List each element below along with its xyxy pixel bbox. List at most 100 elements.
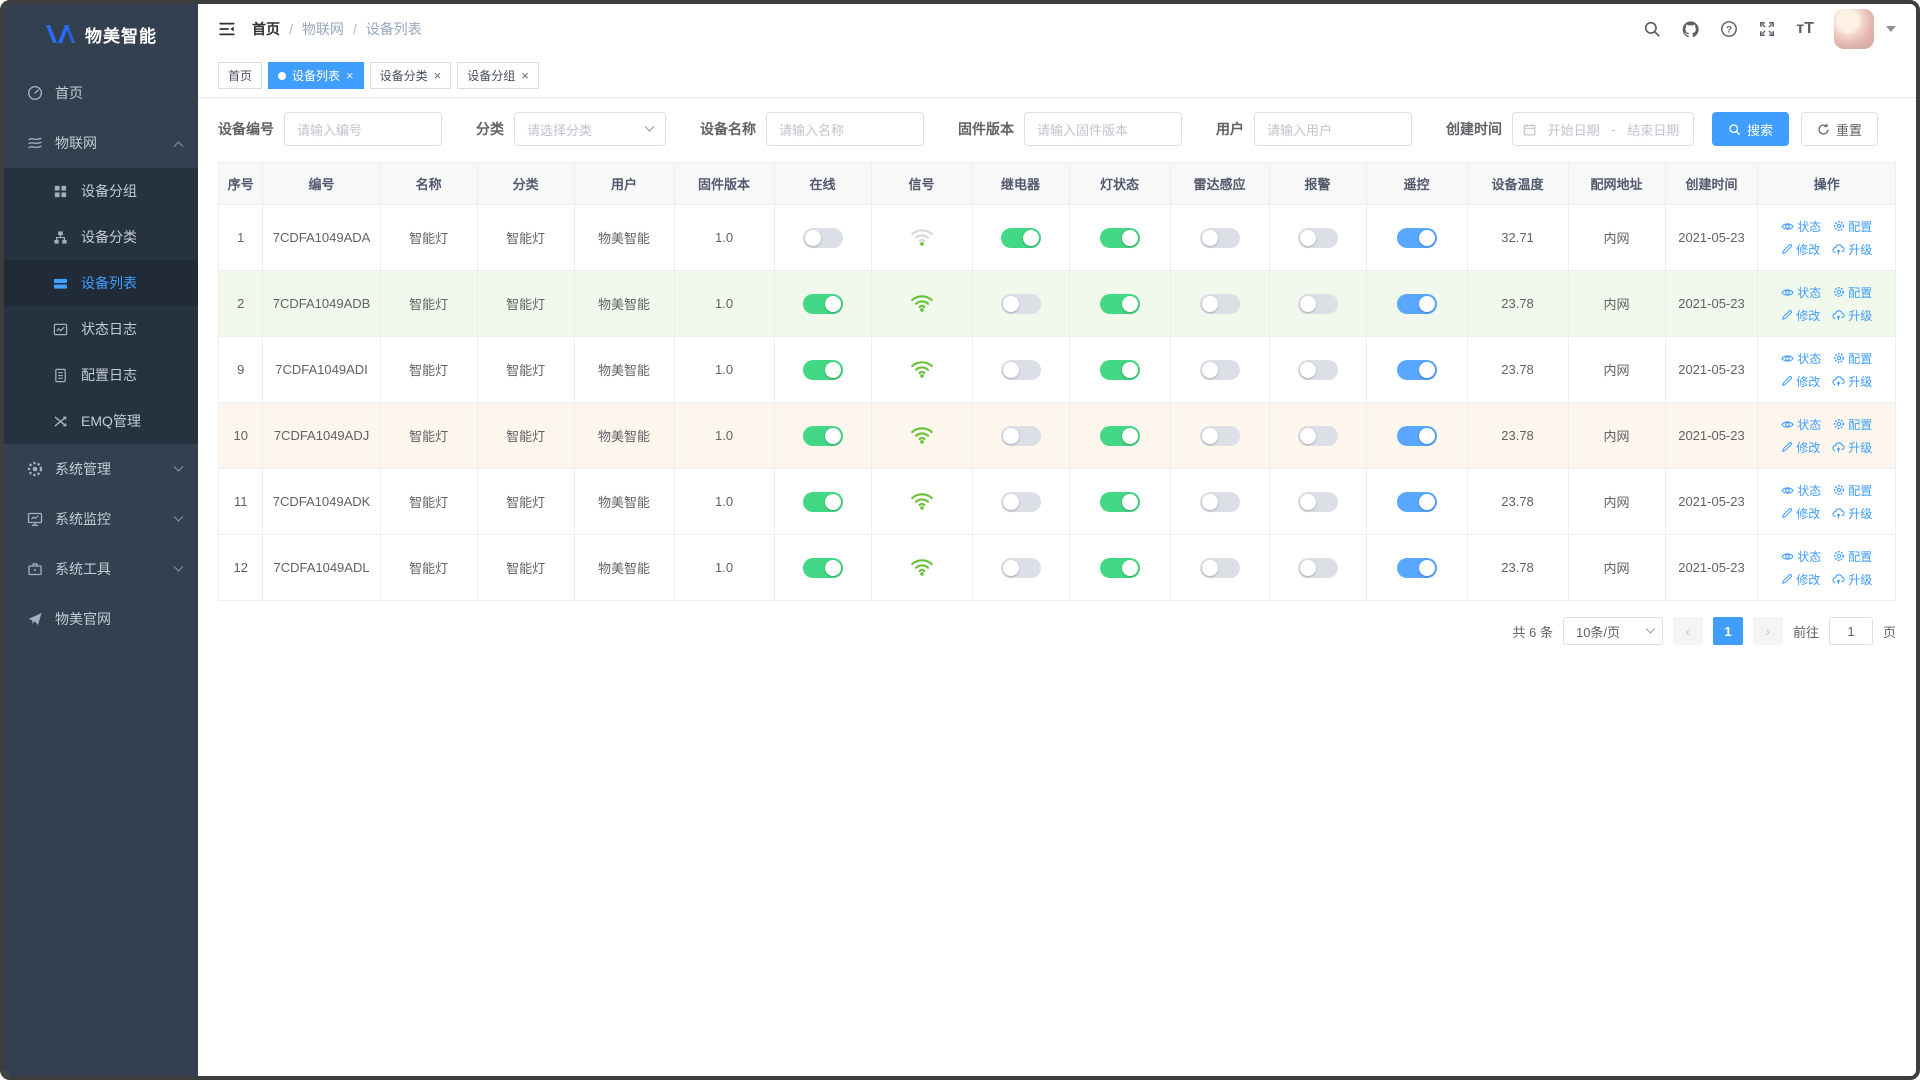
- goto-page-input[interactable]: [1828, 617, 1873, 645]
- radar-toggle[interactable]: [1199, 227, 1240, 248]
- online-toggle[interactable]: [802, 425, 843, 446]
- relay-toggle[interactable]: [1000, 359, 1041, 380]
- action-upgrade-cloud-link[interactable]: 升级: [1832, 241, 1872, 258]
- logo[interactable]: 物美智能: [4, 4, 198, 64]
- date-range-picker[interactable]: 开始日期 - 结束日期: [1512, 112, 1694, 146]
- sidebar-item-official-site[interactable]: 物美官网: [4, 594, 198, 644]
- alarm-toggle[interactable]: [1297, 425, 1338, 446]
- tag-device-group[interactable]: 设备分组 ×: [457, 62, 539, 89]
- tag-device-category[interactable]: 设备分类 ×: [369, 62, 452, 89]
- device-sn-input[interactable]: 请输入编号: [284, 112, 442, 146]
- radar-toggle[interactable]: [1199, 293, 1240, 314]
- action-config-gear-link[interactable]: 配置: [1833, 350, 1872, 367]
- remote-control-toggle[interactable]: [1396, 227, 1437, 248]
- sidebar-fold-icon[interactable]: [218, 20, 236, 38]
- action-status-eye-link[interactable]: 状态: [1781, 350, 1821, 367]
- action-edit-pencil-link[interactable]: 修改: [1781, 505, 1820, 522]
- action-config-gear-link[interactable]: 配置: [1833, 284, 1872, 301]
- action-config-gear-link[interactable]: 配置: [1833, 416, 1872, 433]
- sidebar-item-device-group[interactable]: 设备分组: [4, 168, 198, 214]
- remote-control-toggle[interactable]: [1396, 425, 1437, 446]
- radar-toggle[interactable]: [1199, 359, 1240, 380]
- radar-toggle[interactable]: [1199, 425, 1240, 446]
- action-upgrade-cloud-link[interactable]: 升级: [1832, 439, 1872, 456]
- action-upgrade-cloud-link[interactable]: 升级: [1832, 307, 1872, 324]
- sidebar-item-system-management[interactable]: 系统管理: [4, 444, 198, 494]
- next-page-button[interactable]: ›: [1752, 617, 1783, 645]
- breadcrumb-home[interactable]: 首页: [252, 21, 280, 37]
- sidebar-item-system-tools[interactable]: 系统工具: [4, 544, 198, 594]
- category-select[interactable]: 请选择分类: [514, 112, 666, 146]
- device-name-input[interactable]: 请输入名称: [766, 112, 924, 146]
- online-toggle[interactable]: [802, 227, 843, 248]
- avatar-caret-down-icon[interactable]: [1886, 26, 1896, 32]
- online-toggle[interactable]: [802, 359, 843, 380]
- tag-close-icon[interactable]: ×: [433, 68, 442, 83]
- alarm-toggle[interactable]: [1297, 227, 1338, 248]
- action-edit-pencil-link[interactable]: 修改: [1781, 307, 1820, 324]
- sidebar-item-system-monitor[interactable]: 系统监控: [4, 494, 198, 544]
- action-status-eye-link[interactable]: 状态: [1781, 548, 1821, 565]
- light-status-toggle[interactable]: [1099, 425, 1140, 446]
- reset-button[interactable]: 重置: [1801, 112, 1879, 146]
- tag-close-icon[interactable]: ×: [346, 68, 354, 83]
- light-status-toggle[interactable]: [1099, 359, 1140, 380]
- prev-page-button[interactable]: ‹: [1672, 617, 1703, 645]
- radar-toggle[interactable]: [1199, 491, 1240, 512]
- action-config-gear-link[interactable]: 配置: [1833, 548, 1872, 565]
- action-status-eye-link[interactable]: 状态: [1781, 416, 1821, 433]
- sidebar-item-device-category[interactable]: 设备分类: [4, 214, 198, 260]
- action-edit-pencil-link[interactable]: 修改: [1781, 241, 1820, 258]
- action-status-eye-link[interactable]: 状态: [1781, 482, 1821, 499]
- sidebar-item-device-list[interactable]: 设备列表: [4, 260, 198, 306]
- page-number-1[interactable]: 1: [1712, 617, 1743, 645]
- sidebar-item-status-log[interactable]: 状态日志: [4, 306, 198, 352]
- action-config-gear-link[interactable]: 配置: [1833, 218, 1872, 235]
- alarm-toggle[interactable]: [1297, 557, 1338, 578]
- action-status-eye-link[interactable]: 状态: [1781, 284, 1821, 301]
- remote-control-toggle[interactable]: [1396, 359, 1437, 380]
- tag-device-list[interactable]: 设备列表 ×: [268, 62, 364, 89]
- online-toggle[interactable]: [802, 293, 843, 314]
- online-toggle[interactable]: [802, 491, 843, 512]
- avatar[interactable]: [1834, 9, 1874, 49]
- action-upgrade-cloud-link[interactable]: 升级: [1832, 373, 1872, 390]
- tag-close-icon[interactable]: ×: [521, 68, 529, 83]
- tag-home[interactable]: 首页: [218, 62, 263, 89]
- search-icon[interactable]: [1643, 20, 1661, 38]
- sidebar-item-iot[interactable]: 物联网: [4, 118, 198, 168]
- light-status-toggle[interactable]: [1099, 557, 1140, 578]
- sidebar-item-config-log[interactable]: 配置日志: [4, 352, 198, 398]
- relay-toggle[interactable]: [1000, 491, 1041, 512]
- relay-toggle[interactable]: [1000, 557, 1041, 578]
- user-input[interactable]: 请输入用户: [1254, 112, 1412, 146]
- remote-control-toggle[interactable]: [1396, 491, 1437, 512]
- action-status-eye-link[interactable]: 状态: [1781, 218, 1821, 235]
- action-edit-pencil-link[interactable]: 修改: [1781, 439, 1820, 456]
- alarm-toggle[interactable]: [1297, 293, 1338, 314]
- alarm-toggle[interactable]: [1297, 491, 1338, 512]
- github-icon[interactable]: [1681, 20, 1700, 39]
- action-edit-pencil-link[interactable]: 修改: [1781, 571, 1820, 588]
- relay-toggle[interactable]: [1000, 293, 1041, 314]
- fullscreen-icon[interactable]: [1758, 20, 1776, 38]
- sidebar-item-home[interactable]: 首页: [4, 68, 198, 118]
- relay-toggle[interactable]: [1000, 227, 1041, 248]
- page-size-select[interactable]: 10条/页: [1562, 617, 1663, 645]
- action-upgrade-cloud-link[interactable]: 升级: [1832, 571, 1872, 588]
- alarm-toggle[interactable]: [1297, 359, 1338, 380]
- sidebar-item-emq[interactable]: EMQ管理: [4, 398, 198, 444]
- search-button[interactable]: 搜索: [1712, 112, 1790, 146]
- remote-control-toggle[interactable]: [1396, 557, 1437, 578]
- light-status-toggle[interactable]: [1099, 293, 1140, 314]
- light-status-toggle[interactable]: [1099, 227, 1140, 248]
- remote-control-toggle[interactable]: [1396, 293, 1437, 314]
- action-config-gear-link[interactable]: 配置: [1833, 482, 1872, 499]
- action-upgrade-cloud-link[interactable]: 升级: [1832, 505, 1872, 522]
- light-status-toggle[interactable]: [1099, 491, 1140, 512]
- relay-toggle[interactable]: [1000, 425, 1041, 446]
- firmware-input[interactable]: 请输入固件版本: [1024, 112, 1182, 146]
- radar-toggle[interactable]: [1199, 557, 1240, 578]
- help-question-icon[interactable]: ?: [1720, 20, 1738, 38]
- action-edit-pencil-link[interactable]: 修改: [1781, 373, 1820, 390]
